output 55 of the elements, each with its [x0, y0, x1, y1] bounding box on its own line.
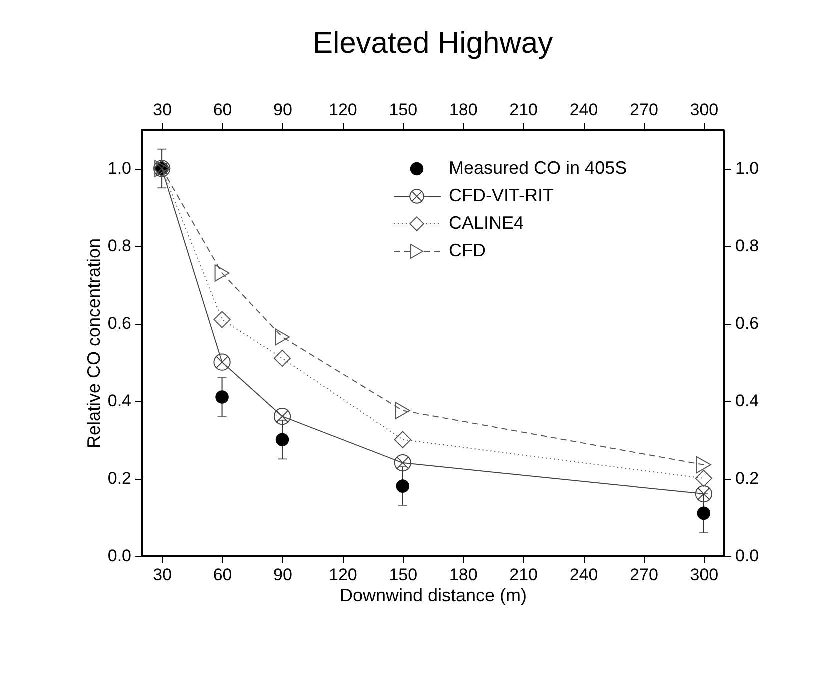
y-tick-label: 0.8: [108, 236, 132, 256]
point: [697, 506, 711, 520]
point: [695, 470, 712, 488]
x-tick-label: 150: [389, 566, 418, 584]
point: [396, 480, 410, 493]
x2-tick-label: 300: [690, 100, 719, 120]
x2-tick-label: 60: [213, 100, 232, 120]
x-axis-title: Downwind distance (m): [340, 586, 528, 606]
point: [214, 311, 231, 328]
x-tick-label: 210: [510, 566, 538, 584]
chart-title: Elevated Highway: [312, 27, 554, 60]
point: [274, 408, 292, 426]
y-tick-label: 1.0: [108, 159, 132, 178]
x-tick-label: 90: [274, 566, 292, 584]
x-tick-label: 120: [329, 566, 358, 584]
y2-tick-label: 0.4: [736, 392, 760, 411]
x-tick-label: 240: [570, 566, 598, 584]
y2-tick-label: 0.2: [736, 469, 760, 488]
y-tick-label: 0.4: [108, 392, 132, 411]
legend-label: CALINE4: [449, 213, 524, 233]
point: [214, 354, 231, 371]
x-tick-label: 300: [690, 566, 719, 584]
point: [394, 454, 412, 472]
point: [395, 402, 410, 420]
x2-tick-label: 180: [449, 100, 478, 120]
y2-tick-label: 0.6: [736, 314, 760, 334]
x2-tick-label: 30: [153, 100, 172, 120]
point: [216, 390, 229, 404]
y-axis-title: Relative CO concentration: [84, 238, 104, 449]
y-tick-label: 0.0: [108, 546, 132, 566]
y-tick-label: 0.2: [108, 469, 132, 488]
point: [275, 328, 290, 346]
x2-tick-label: 240: [570, 100, 598, 120]
point: [696, 456, 712, 474]
y2-tick-label: 1.0: [736, 159, 760, 178]
point: [394, 431, 412, 448]
y2-tick-label: 0.8: [736, 236, 760, 256]
x-tick-label: 180: [449, 566, 478, 584]
x2-tick-label: 210: [510, 100, 538, 120]
x2-tick-label: 270: [630, 100, 658, 120]
point: [214, 264, 230, 282]
y2-tick-label: 0.0: [736, 546, 760, 566]
x-tick-label: 60: [213, 566, 232, 584]
y-tick-label: 0.6: [108, 314, 132, 334]
legend-label: CFD-VIT-RIT: [449, 186, 554, 206]
x-tick-label: 270: [630, 566, 658, 584]
legend-label: CFD: [449, 240, 486, 260]
x-tick-label: 30: [153, 566, 172, 584]
point: [695, 485, 712, 503]
x2-tick-label: 90: [274, 100, 292, 120]
x2-tick-label: 120: [329, 100, 358, 120]
x2-tick-label: 150: [389, 100, 418, 120]
point: [274, 350, 292, 368]
point: [276, 433, 290, 446]
legend-label: Measured CO in 405S: [449, 158, 628, 178]
